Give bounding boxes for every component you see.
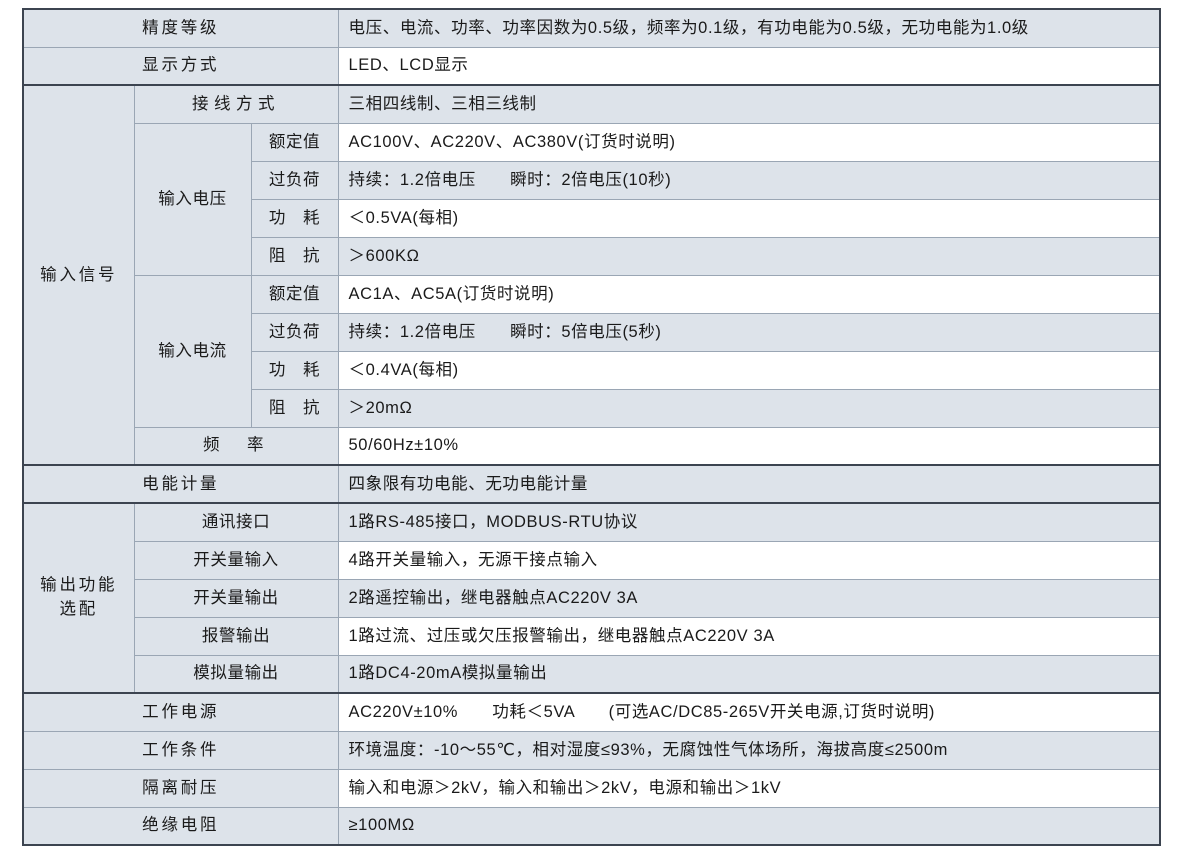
row-label-curr-overload: 过负荷 — [250, 312, 339, 352]
row-label-digital-output: 开关量输出 — [133, 578, 339, 618]
table-row: 阻 抗 ＞600KΩ — [23, 236, 1161, 276]
row-value-display: LED、LCD显示 — [337, 46, 1161, 86]
table-row: 电能计量 四象限有功电能、无功电能计量 — [22, 464, 1161, 504]
row-value-insulation-resistance: ≥100MΩ — [337, 806, 1161, 846]
row-label-isolation-voltage: 隔离耐压 — [22, 768, 339, 808]
row-label-volt-overload: 过负荷 — [250, 160, 339, 200]
row-value-volt-overload: 持续：1.2倍电压 瞬时：2倍电压(10秒) — [337, 160, 1161, 200]
row-value-volt-rated: AC100V、AC220V、AC380V(订货时说明) — [337, 122, 1161, 162]
row-value-working-condition: 环境温度：-10～55℃，相对湿度≤93%，无腐蚀性气体场所，海拔高度≤2500… — [337, 730, 1161, 770]
row-label-accuracy: 精度等级 — [22, 8, 339, 48]
table-row: 显示方式 LED、LCD显示 — [22, 46, 1161, 86]
row-value-alarm-output: 1路过流、过压或欠压报警输出，继电器触点AC220V 3A — [337, 616, 1161, 656]
row-value-isolation-voltage: 输入和电源＞2kV，输入和输出＞2kV，电源和输出＞1kV — [337, 768, 1161, 808]
row-value-wiring: 三相四线制、三相三线制 — [337, 84, 1161, 124]
row-value-curr-power: ＜0.4VA(每相) — [337, 350, 1161, 390]
row-label-digital-input: 开关量输入 — [133, 540, 339, 580]
row-value-curr-overload: 持续：1.2倍电压 瞬时：5倍电压(5秒) — [337, 312, 1161, 352]
row-value-comm-interface: 1路RS-485接口，MODBUS-RTU协议 — [337, 502, 1161, 542]
row-value-volt-impedance: ＞600KΩ — [337, 236, 1161, 276]
table-row: 工作条件 环境温度：-10～55℃，相对湿度≤93%，无腐蚀性气体场所，海拔高度… — [22, 730, 1161, 770]
row-label-display: 显示方式 — [22, 46, 339, 86]
row-label-curr-rated: 额定值 — [250, 274, 339, 314]
row-label-wiring: 接线方式 — [133, 84, 339, 124]
table-row: 阻 抗 ＞20mΩ — [23, 388, 1161, 428]
row-label-comm-interface: 通讯接口 — [133, 502, 339, 542]
row-label-alarm-output: 报警输出 — [133, 616, 339, 656]
row-label-curr-impedance: 阻 抗 — [250, 388, 339, 428]
row-label-working-condition: 工作条件 — [22, 730, 339, 770]
row-value-volt-power: ＜0.5VA(每相) — [337, 198, 1161, 238]
row-value-energy-metering: 四象限有功电能、无功电能计量 — [337, 464, 1161, 504]
row-value-digital-output: 2路遥控输出，继电器触点AC220V 3A — [337, 578, 1161, 618]
row-value-curr-impedance: ＞20mΩ — [337, 388, 1161, 428]
row-value-accuracy: 电压、电流、功率、功率因数为0.5级，频率为0.1级，有功电能为0.5级，无功电… — [337, 8, 1161, 48]
table-row: 功 耗 ＜0.4VA(每相) — [23, 350, 1161, 390]
table-row: 频 率 50/60Hz±10% — [23, 426, 1161, 466]
row-value-curr-rated: AC1A、AC5A(订货时说明) — [337, 274, 1161, 314]
table-row: 输出功能 选配 通讯接口 1路RS-485接口，MODBUS-RTU协议 — [22, 502, 1161, 694]
row-value-digital-input: 4路开关量输入，无源干接点输入 — [337, 540, 1161, 580]
row-label-analog-output: 模拟量输出 — [133, 654, 339, 694]
row-label-energy-metering: 电能计量 — [22, 464, 339, 504]
group-label-output-function-line2: 选配 — [59, 600, 99, 618]
group-label-input-current: 输入电流 — [133, 274, 252, 428]
table-row: 过负荷 持续：1.2倍电压 瞬时：5倍电压(5秒) — [23, 312, 1161, 352]
table-row: 开关量输出 2路遥控输出，继电器触点AC220V 3A — [23, 578, 1161, 618]
row-label-volt-power: 功 耗 — [250, 198, 339, 238]
row-value-analog-output: 1路DC4-20mA模拟量输出 — [337, 654, 1161, 694]
table-row: 精度等级 电压、电流、功率、功率因数为0.5级，频率为0.1级，有功电能为0.5… — [22, 8, 1161, 48]
group-label-input-voltage: 输入电压 — [133, 122, 252, 276]
row-label-insulation-resistance: 绝缘电阻 — [22, 806, 339, 846]
row-label-frequency: 频 率 — [133, 426, 339, 466]
row-value-frequency: 50/60Hz±10% — [337, 426, 1161, 466]
row-label-volt-rated: 额定值 — [250, 122, 339, 162]
row-value-working-power: AC220V±10% 功耗＜5VA (可选AC/DC85-265V开关电源,订货… — [337, 692, 1161, 732]
table-row: 开关量输入 4路开关量输入，无源干接点输入 — [23, 540, 1161, 580]
specification-table: 精度等级 电压、电流、功率、功率因数为0.5级，频率为0.1级，有功电能为0.5… — [22, 8, 1162, 846]
table-row: 功 耗 ＜0.5VA(每相) — [23, 198, 1161, 238]
group-label-input-signal: 输入信号 — [22, 84, 135, 466]
group-label-output-function-line1: 输出功能 — [40, 576, 118, 595]
specification-table-container: 精度等级 电压、电流、功率、功率因数为0.5级，频率为0.1级，有功电能为0.5… — [22, 8, 1162, 846]
table-row: 过负荷 持续：1.2倍电压 瞬时：2倍电压(10秒) — [23, 160, 1161, 200]
table-row: 输入电压 额定值 AC100V、AC220V、AC380V(订货时说明) — [23, 122, 1161, 276]
table-row: 输入电流 额定值 AC1A、AC5A(订货时说明) — [23, 274, 1161, 428]
row-label-working-power: 工作电源 — [22, 692, 339, 732]
table-row: 报警输出 1路过流、过压或欠压报警输出，继电器触点AC220V 3A — [23, 616, 1161, 656]
row-label-curr-power: 功 耗 — [250, 350, 339, 390]
group-label-output-function: 输出功能 选配 — [22, 502, 135, 694]
table-row: 绝缘电阻 ≥100MΩ — [22, 806, 1161, 846]
table-row: 输入信号 接线方式 三相四线制、三相三线制 — [22, 84, 1161, 466]
table-row: 隔离耐压 输入和电源＞2kV，输入和输出＞2kV，电源和输出＞1kV — [22, 768, 1161, 808]
table-row: 模拟量输出 1路DC4-20mA模拟量输出 — [23, 654, 1161, 694]
table-row: 工作电源 AC220V±10% 功耗＜5VA (可选AC/DC85-265V开关… — [22, 692, 1161, 732]
row-label-volt-impedance: 阻 抗 — [250, 236, 339, 276]
